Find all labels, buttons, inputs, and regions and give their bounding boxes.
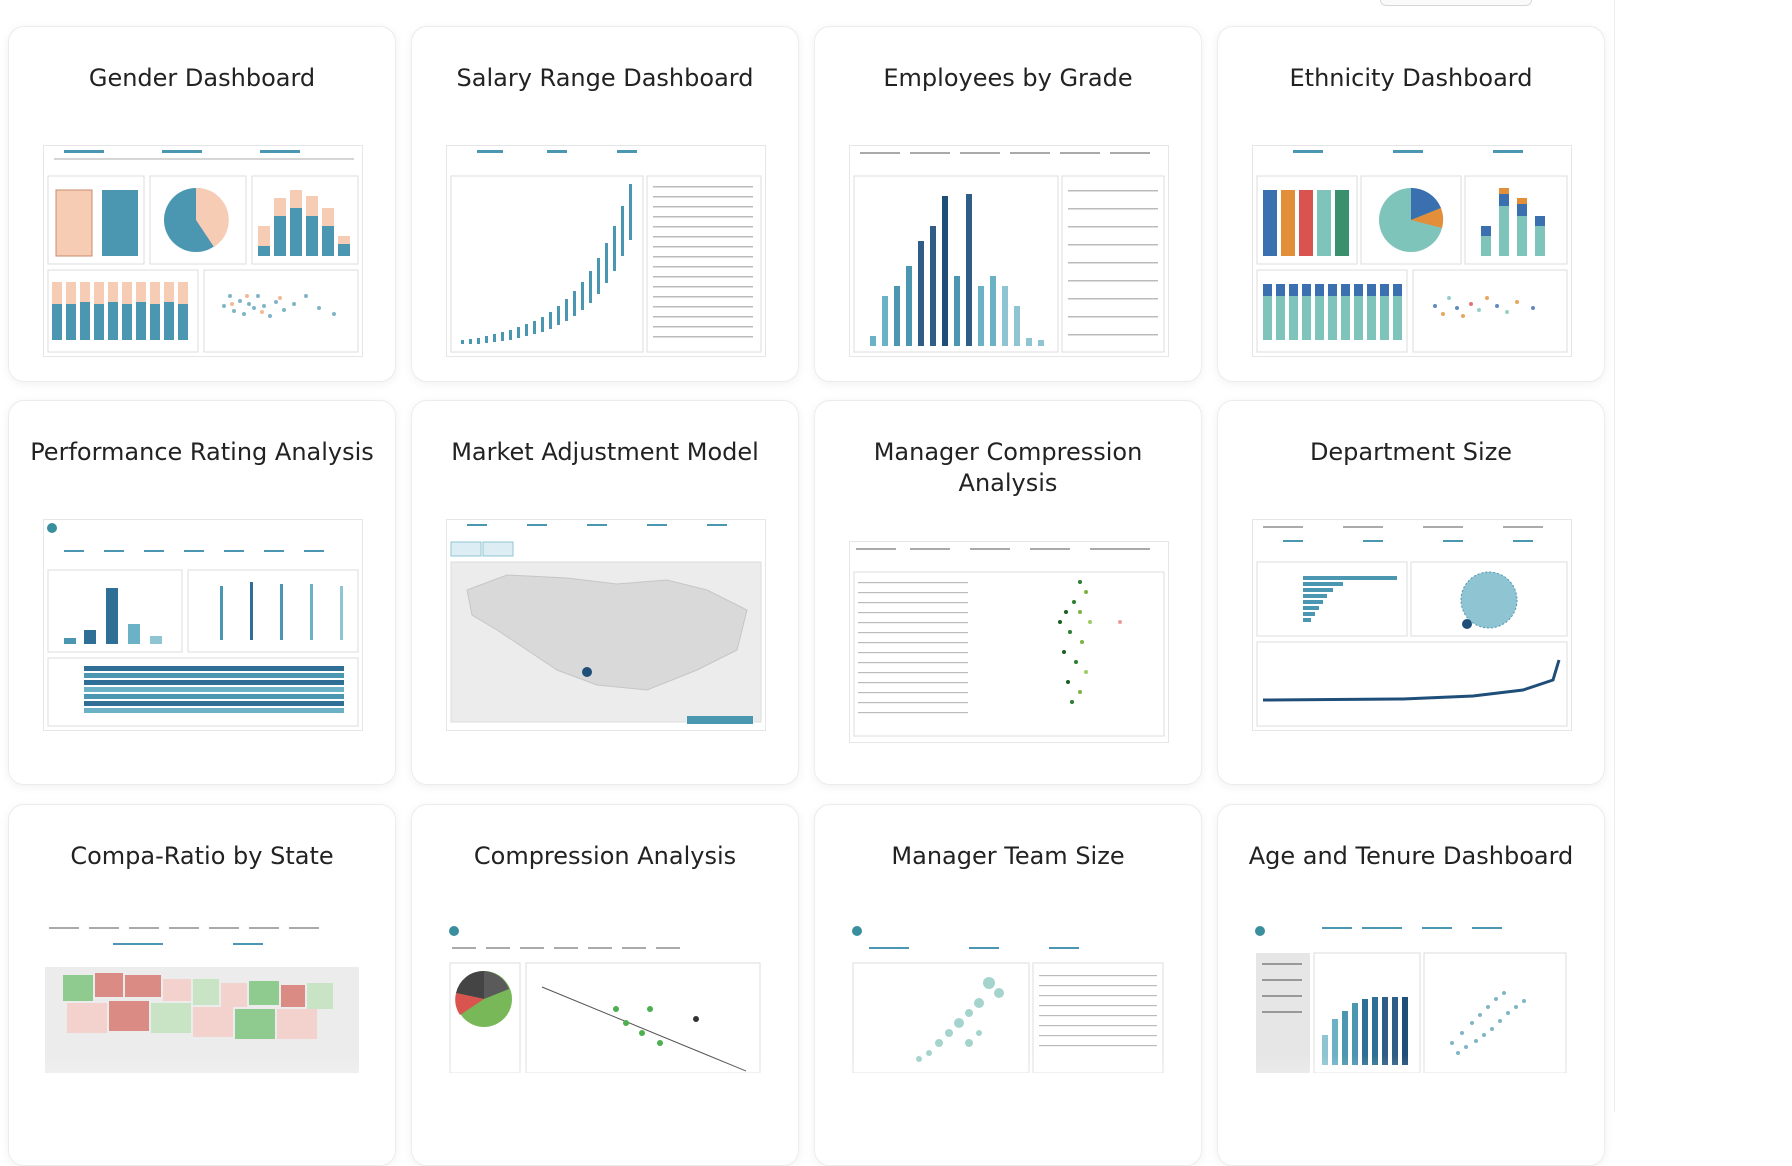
- card-title: Compression Analysis: [473, 842, 737, 870]
- card-salary-range-dashboard[interactable]: Salary Range Dashboard: [411, 26, 799, 382]
- card-title: Department Size: [1309, 438, 1513, 466]
- card-gender-dashboard[interactable]: Gender Dashboard: [8, 26, 396, 382]
- dashboard-grid: Gender Dashboard: [8, 26, 1618, 1166]
- card-title: Employees by Grade: [883, 64, 1133, 92]
- compression-analysis-thumbnail: [446, 923, 764, 1073]
- card-manager-compression-analysis[interactable]: Manager Compression Analysis: [814, 400, 1202, 785]
- card-title: Gender Dashboard: [88, 64, 316, 92]
- card-title: Compa-Ratio by State: [70, 842, 334, 870]
- card-age-and-tenure-dashboard[interactable]: Age and Tenure Dashboard: [1217, 804, 1605, 1166]
- card-title: Manager Team Size: [891, 842, 1125, 870]
- gender-dashboard-thumbnail: [43, 145, 363, 357]
- card-department-size[interactable]: Department Size: [1217, 400, 1605, 785]
- card-employees-by-grade[interactable]: Employees by Grade: [814, 26, 1202, 382]
- page-divider: [1614, 0, 1615, 1112]
- card-ethnicity-dashboard[interactable]: Ethnicity Dashboard: [1217, 26, 1605, 382]
- card-performance-rating-analysis[interactable]: Performance Rating Analysis: [8, 400, 396, 785]
- card-title: Performance Rating Analysis: [30, 438, 374, 466]
- performance-rating-thumbnail: [43, 519, 363, 731]
- card-title: Market Adjustment Model: [451, 438, 759, 466]
- card-title: Ethnicity Dashboard: [1289, 64, 1533, 92]
- card-title: Salary Range Dashboard: [456, 64, 754, 92]
- salary-range-thumbnail: [446, 145, 766, 357]
- market-adjustment-map-thumbnail: [446, 519, 766, 731]
- manager-team-size-thumbnail: [849, 923, 1167, 1073]
- department-size-thumbnail: [1252, 519, 1572, 731]
- employees-by-grade-thumbnail: [849, 145, 1169, 357]
- ethnicity-dashboard-thumbnail: [1252, 145, 1572, 357]
- compa-ratio-map-thumbnail: [43, 923, 361, 1073]
- age-tenure-thumbnail: [1252, 923, 1570, 1073]
- card-title: Age and Tenure Dashboard: [1248, 842, 1574, 870]
- top-search-stub[interactable]: [1380, 0, 1532, 6]
- card-title: Manager Compression Analysis: [873, 438, 1143, 497]
- manager-compression-thumbnail: [849, 541, 1169, 743]
- card-market-adjustment-model[interactable]: Market Adjustment Model: [411, 400, 799, 785]
